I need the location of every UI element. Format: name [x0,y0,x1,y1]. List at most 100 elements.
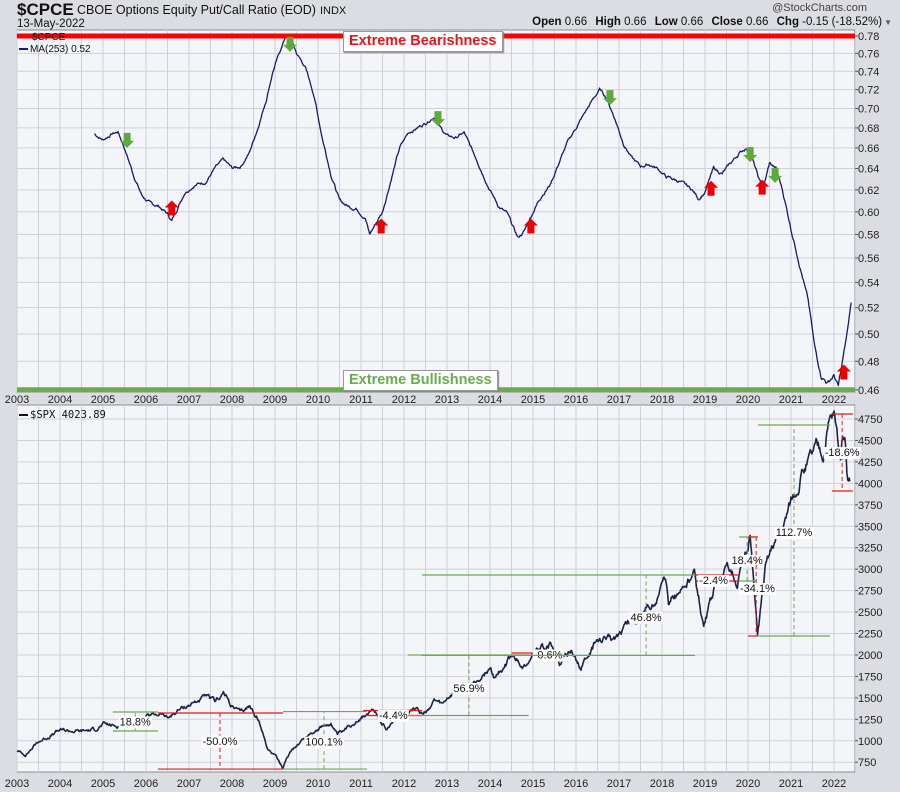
plot-area [16,404,856,773]
y-tick-label: 4000 [858,478,882,490]
chg-label: Chg [776,16,799,28]
y-tick-label: 0.48 [858,356,879,368]
y-tick-label: 4750 [858,414,882,426]
x-tick-label: 2012 [392,778,416,790]
y-tick-label: 2750 [858,586,882,598]
y-tick-label: 0.78 [858,31,879,43]
open-label: Open [532,16,562,28]
x-tick-label: 2021 [779,778,803,790]
y-tick-label: 0.56 [858,253,879,265]
x-tick-label: 2012 [392,394,416,406]
y-tick-label: 0.60 [858,207,879,219]
legend-ma: MA(253) 0.52 [19,44,91,55]
x-tick-label: 2015 [521,778,545,790]
header-bar [0,0,900,30]
annotation-label: -2.4% [699,575,728,587]
y-tick-label: 750 [858,757,876,769]
x-tick-label: 2019 [693,778,717,790]
x-tick-label: 2010 [306,394,330,406]
annotation-label-bg [452,682,486,695]
x-tick-label: 2006 [134,778,158,790]
annotation-label: -4.4% [379,710,408,722]
x-tick-label: 2022 [822,394,846,406]
annotation-label-bg [118,716,153,729]
x-tick-label: 2013 [435,394,459,406]
annotation-label-bg [730,554,764,567]
y-tick-label: 3750 [858,500,882,512]
y-tick-label: 0.62 [858,185,879,197]
annotation-label-bg [629,611,663,624]
high-label: High [595,16,621,28]
arrow-up-icon [164,200,179,216]
arrow-down-icon [602,90,617,106]
y-tick-label: 0.64 [858,164,879,176]
y-tick-label: 3500 [858,521,882,533]
x-tick-label: 2017 [607,394,631,406]
y-tick-label: 2250 [858,629,882,641]
annotation-label: 18.8% [120,716,151,728]
y-tick-label: 0.66 [858,143,879,155]
legend-swatch [19,414,28,416]
arrow-up-icon [374,218,389,234]
arrow-up-icon [704,180,719,196]
annotation-label-bg [377,710,409,723]
legend-cpce: $CPCE [32,32,66,43]
extreme-bullishness-label: Extreme Bullishness [343,370,498,391]
annotation-label: 100.1% [305,737,343,749]
annotation-label: 112.7% [776,527,813,539]
x-tick-label: 2020 [736,394,760,406]
x-tick-label: 2016 [564,778,588,790]
x-tick-label: 2011 [349,394,373,406]
arrow-up-icon [836,364,851,380]
annotation-label-bg [739,583,777,596]
x-tick-label: 2009 [263,394,287,406]
x-tick-label: 2017 [607,778,631,790]
annotation-label: -18.6% [825,447,860,459]
triangle-down-icon[interactable]: ▼ [884,18,892,27]
x-tick-label: 2013 [435,778,459,790]
low-value: 0.66 [680,16,704,28]
y-tick-label: 3250 [858,543,882,555]
x-tick-label: 2008 [220,394,244,406]
arrow-down-icon [120,132,135,148]
x-tick-label: 2007 [177,778,201,790]
x-tick-label: 2003 [5,394,29,406]
brand-watermark: @StockCharts.com [772,2,867,14]
arrow-up-icon [523,218,538,234]
plot-area [16,29,856,393]
x-tick-label: 2007 [177,394,201,406]
arrow-down-icon [743,147,758,163]
x-tick-label: 2003 [5,778,29,790]
x-tick-label: 2018 [650,394,674,406]
x-tick-label: 2022 [822,778,846,790]
legend-ma-label: MA(253) 0.52 [30,44,91,55]
y-tick-label: 0.76 [858,48,879,60]
low-label: Low [654,16,678,28]
x-tick-label: 2005 [91,394,115,406]
x-tick-label: 2004 [48,778,72,790]
arrow-down-icon [768,167,783,183]
exchange-label: INDX [319,5,347,17]
y-tick-label: 0.50 [858,329,879,341]
y-tick-label: 2500 [858,607,882,619]
x-tick-label: 2020 [736,778,760,790]
x-tick-label: 2016 [564,394,588,406]
x-tick-label: 2018 [650,778,674,790]
y-tick-label: 0.68 [858,123,879,135]
x-tick-label: 2004 [48,394,72,406]
y-tick-label: 1250 [858,714,882,726]
annotation-label: -34.1% [740,583,775,595]
x-tick-label: 2005 [91,778,115,790]
annotation-label: 18.4% [732,555,763,567]
x-tick-label: 2021 [779,394,803,406]
x-tick-label: 2014 [478,394,502,406]
annotation-label: -50.0% [203,736,238,748]
y-tick-label: 0.46 [858,385,879,397]
legend-swatch [19,48,28,51]
x-tick-label: 2006 [134,394,158,406]
arrow-down-icon [430,111,445,127]
y-tick-label: 0.74 [858,66,879,78]
annotation-label-bg [823,447,861,460]
y-tick-label: 4250 [858,457,882,469]
